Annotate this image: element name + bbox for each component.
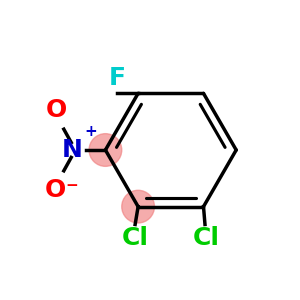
Text: Cl: Cl	[193, 226, 220, 250]
Text: F: F	[109, 66, 126, 90]
Circle shape	[89, 134, 122, 166]
Circle shape	[122, 190, 154, 223]
Text: O: O	[46, 98, 67, 122]
Text: Cl: Cl	[122, 226, 148, 250]
Text: +: +	[85, 124, 98, 139]
Text: N: N	[62, 138, 83, 162]
Text: O: O	[44, 178, 65, 202]
Text: −: −	[66, 178, 79, 193]
